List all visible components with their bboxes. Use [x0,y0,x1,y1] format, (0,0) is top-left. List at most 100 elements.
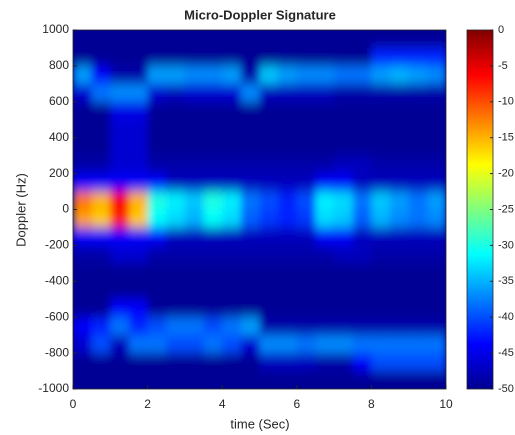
heat-cell [278,101,298,121]
heat-cell [259,155,279,175]
colorbar-tick-label: -50 [498,383,514,395]
heat-cell [147,317,167,336]
heat-cell [278,317,298,336]
y-tick-label: 800 [49,58,69,72]
heat-cell [427,101,446,121]
x-tick-label: 4 [219,397,226,411]
heat-cell [278,299,298,318]
heat-cell [184,137,205,157]
heat-cell [147,371,167,389]
heat-cell [203,263,223,282]
heat-cell [408,30,428,49]
heat-cell [371,65,391,85]
heat-cell [278,65,298,85]
heat-cell [352,209,372,228]
heat-cell [73,245,93,264]
heat-cell [73,281,93,300]
heat-cell [73,227,93,246]
heat-cell [427,83,446,103]
heat-cell [147,101,167,121]
heatmap [73,30,446,389]
colorbar-tick-label: -5 [498,60,508,72]
heat-cell [128,371,149,389]
heat-cell [222,119,242,139]
heat-cell [278,155,298,175]
heat-cell [91,299,111,318]
heat-cell [371,209,391,228]
heat-cell [91,101,111,121]
colorbar-tick-label: -15 [498,132,514,144]
heat-cell [315,263,335,282]
heat-cell [315,209,335,228]
heat-cell [390,155,410,175]
heat-cell [334,30,354,49]
heat-cell [408,173,428,193]
heat-cell [222,263,242,282]
heat-cell [110,173,130,193]
heat-cell [390,30,410,49]
heat-cell [166,317,186,336]
heat-cell [240,281,260,300]
heat-cell [110,191,130,210]
heat-cell [408,65,428,85]
colorbar-tick-label: -30 [498,239,514,251]
heat-cell [128,227,149,246]
heat-cell [278,371,298,389]
heat-cell [371,83,391,103]
y-axis-label: Doppler (Hz) [13,173,28,247]
heat-cell [371,263,391,282]
heat-cell [128,263,149,282]
heat-cell [240,30,260,49]
heat-cell [334,245,354,264]
heat-cell [128,299,149,318]
heat-cell [259,317,279,336]
heat-cell [352,155,372,175]
colorbar [466,29,494,390]
heat-cell [408,209,428,228]
heat-cell [371,47,391,67]
heat-cell [296,245,316,264]
heat-cell [91,209,111,228]
heat-cell [334,191,354,210]
heat-cell [408,137,428,157]
heat-cell [91,245,111,264]
heat-cell [278,227,298,246]
heat-cell [352,65,372,85]
heat-cell [259,83,279,103]
heat-cell [390,245,410,264]
heat-cell [203,137,223,157]
heat-cell [390,281,410,300]
heat-cell [352,83,372,103]
heat-cell [390,101,410,121]
heat-cell [240,299,260,318]
heat-cell [408,101,428,121]
heat-cell [147,245,167,264]
heat-cell [352,227,372,246]
heat-cell [371,227,391,246]
heat-cell [352,245,372,264]
heat-cell [222,299,242,318]
heat-cell [166,191,186,210]
heat-cell [427,191,446,210]
heat-cell [184,119,205,139]
heat-cell [352,335,372,354]
heat-cell [91,119,111,139]
heat-cell [184,281,205,300]
heat-cell [240,245,260,264]
heat-cell [110,281,130,300]
chart-title: Micro-Doppler Signature [184,7,336,22]
heat-cell [222,317,242,336]
x-tick-label: 10 [439,397,453,411]
heat-cell [73,65,93,85]
heat-cell [427,317,446,336]
colorbar-tick-label: -35 [498,275,514,287]
heat-cell [408,299,428,318]
heat-cell [128,30,149,49]
heat-cell [408,47,428,67]
heat-cell [427,65,446,85]
heat-cell [390,263,410,282]
heat-cell [222,281,242,300]
heat-cell [110,353,130,372]
heat-cell [110,119,130,139]
heat-cell [408,119,428,139]
